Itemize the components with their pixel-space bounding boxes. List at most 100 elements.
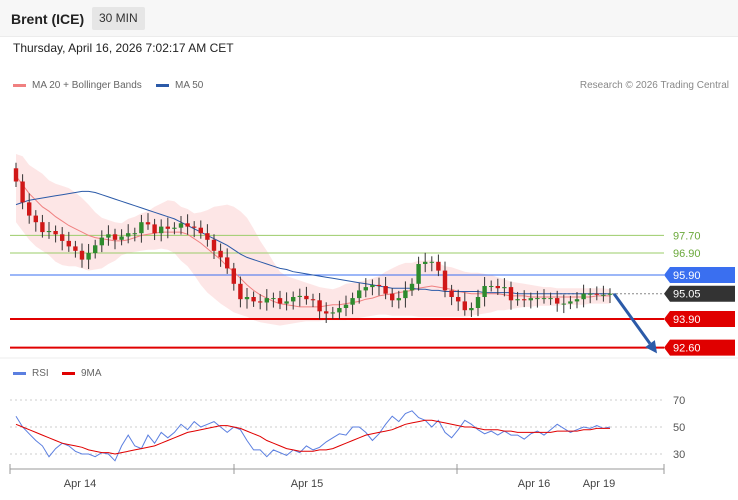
candle-55 bbox=[376, 284, 382, 286]
candle-12 bbox=[93, 245, 98, 253]
legend-rsi-9ma: 9MA bbox=[62, 368, 102, 379]
x-tick-label-1: Apr 15 bbox=[291, 478, 323, 490]
candle-84 bbox=[568, 301, 573, 304]
candle-76 bbox=[515, 299, 520, 301]
candle-44 bbox=[304, 295, 309, 300]
legend-label-ma20: MA 20 + Bollinger Bands bbox=[32, 80, 142, 91]
instrument-title: Brent (ICE) bbox=[11, 11, 85, 27]
candle-57 bbox=[390, 293, 395, 301]
chart-header: Brent (ICE) 30 MIN bbox=[0, 0, 738, 37]
level-tag-3 bbox=[664, 285, 735, 302]
candle-15 bbox=[112, 234, 118, 240]
candle-23 bbox=[165, 226, 170, 229]
legend-swatch-ma20 bbox=[13, 84, 26, 87]
candle-10 bbox=[79, 250, 85, 260]
candle-88 bbox=[594, 293, 599, 295]
legend-ma50: MA 50 bbox=[156, 80, 203, 91]
level-label-2: 95.90 bbox=[673, 270, 701, 282]
candle-20 bbox=[145, 222, 151, 225]
candle-85 bbox=[574, 299, 580, 302]
candle-45 bbox=[310, 299, 316, 301]
timeframe-button[interactable]: 30 MIN bbox=[92, 7, 145, 30]
candle-27 bbox=[192, 226, 197, 228]
candle-86 bbox=[581, 293, 586, 300]
candle-13 bbox=[99, 237, 104, 246]
candle-70 bbox=[475, 297, 481, 308]
candle-62 bbox=[423, 261, 428, 264]
candle-58 bbox=[396, 298, 401, 301]
candle-36 bbox=[251, 297, 256, 302]
legend-swatch-ma50 bbox=[156, 84, 169, 87]
legend-swatch-rsi bbox=[13, 372, 26, 375]
candle-73 bbox=[495, 286, 500, 289]
candle-78 bbox=[528, 298, 533, 301]
level-label-3: 95.05 bbox=[673, 289, 701, 301]
candle-8 bbox=[66, 240, 71, 247]
candle-83 bbox=[561, 303, 566, 305]
candle-60 bbox=[409, 283, 415, 291]
candle-54 bbox=[370, 284, 375, 288]
candle-33 bbox=[231, 268, 236, 284]
level-label-4: 93.90 bbox=[673, 314, 701, 326]
candle-71 bbox=[482, 286, 487, 297]
candle-37 bbox=[258, 301, 263, 303]
candle-5 bbox=[46, 231, 52, 233]
candle-80 bbox=[541, 298, 547, 300]
candle-22 bbox=[159, 226, 164, 234]
candle-42 bbox=[291, 297, 296, 302]
candle-64 bbox=[436, 261, 441, 271]
x-tick-label-3: Apr 19 bbox=[583, 478, 615, 490]
candle-16 bbox=[119, 236, 124, 240]
x-tick-label-0: Apr 14 bbox=[64, 478, 96, 490]
legend-label-ma50: MA 50 bbox=[175, 80, 204, 91]
rsi-tick-1: 50 bbox=[673, 422, 685, 434]
candle-2 bbox=[27, 202, 32, 216]
candle-32 bbox=[225, 257, 230, 269]
candle-47 bbox=[324, 311, 329, 314]
legend-label-rsi: RSI bbox=[32, 368, 49, 379]
candle-4 bbox=[40, 222, 45, 233]
bollinger-band bbox=[16, 154, 610, 326]
rsi-tick-2: 30 bbox=[673, 449, 685, 461]
candle-72 bbox=[489, 286, 494, 287]
level-label-5: 92.60 bbox=[673, 343, 701, 355]
candle-24 bbox=[172, 227, 177, 229]
candle-6 bbox=[53, 231, 58, 235]
candle-49 bbox=[337, 308, 342, 313]
candle-68 bbox=[462, 301, 467, 311]
candle-66 bbox=[449, 290, 454, 297]
level-tag-5 bbox=[664, 339, 735, 356]
candle-21 bbox=[152, 224, 157, 234]
chart-datetime: Thursday, April 16, 2026 7:02:17 AM CET bbox=[13, 41, 234, 55]
candle-90 bbox=[607, 293, 613, 295]
candle-14 bbox=[106, 234, 111, 238]
candle-67 bbox=[456, 297, 461, 302]
candle-31 bbox=[218, 250, 223, 258]
candle-39 bbox=[271, 298, 276, 300]
candle-26 bbox=[185, 223, 190, 227]
rsi-series-0 bbox=[15, 410, 611, 462]
candle-43 bbox=[297, 295, 302, 297]
legend-label-9ma: 9MA bbox=[81, 368, 102, 379]
candle-25 bbox=[178, 223, 184, 228]
rsi-tick-0: 70 bbox=[673, 395, 685, 407]
candle-79 bbox=[535, 298, 540, 300]
copyright-text: Research © 2026 Trading Central bbox=[579, 80, 729, 91]
legend-ma20-bollinger: MA 20 + Bollinger Bands bbox=[13, 80, 142, 91]
level-label-1: 96.90 bbox=[673, 248, 701, 260]
candle-61 bbox=[416, 264, 421, 284]
x-tick-label-2: Apr 16 bbox=[518, 478, 550, 490]
candle-69 bbox=[469, 308, 474, 311]
candle-35 bbox=[244, 297, 250, 300]
candle-38 bbox=[264, 298, 269, 303]
candle-56 bbox=[383, 286, 388, 294]
legend-rsi: RSI bbox=[13, 368, 49, 379]
level-tag-2 bbox=[664, 267, 735, 283]
candle-17 bbox=[126, 233, 131, 237]
candle-63 bbox=[429, 261, 434, 263]
candle-77 bbox=[522, 299, 527, 301]
candle-87 bbox=[588, 293, 593, 295]
forecast-arrow-shaft bbox=[612, 292, 652, 345]
candle-82 bbox=[555, 298, 560, 304]
